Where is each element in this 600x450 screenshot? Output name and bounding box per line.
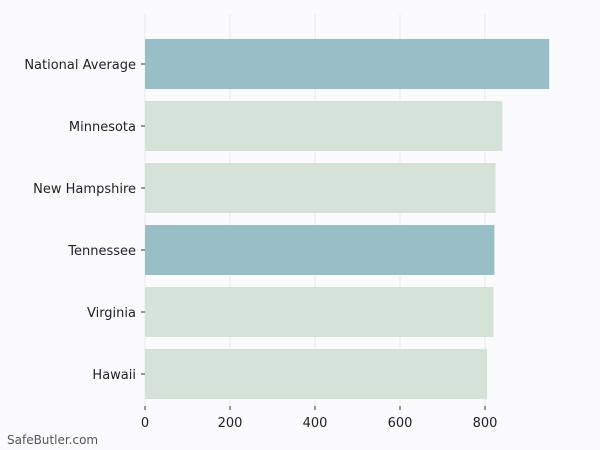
- x-tick-label-4: 800: [473, 416, 498, 431]
- bar-4: [145, 287, 494, 337]
- category-label-5: Hawaii: [92, 368, 136, 383]
- x-tick-label-1: 200: [218, 416, 243, 431]
- bar-2: [145, 163, 496, 213]
- category-label-2: New Hampshire: [33, 182, 136, 197]
- bars: [145, 39, 550, 399]
- bar-0: [145, 39, 550, 89]
- bar-1: [145, 101, 503, 151]
- watermark-text: SafeButler.com: [7, 433, 99, 447]
- x-tick-label-0: 0: [141, 416, 149, 431]
- bar-3: [145, 225, 495, 275]
- x-axis: 0 200 400 600 800: [141, 406, 498, 431]
- category-label-3: Tennessee: [67, 244, 136, 259]
- y-axis: National Average Minnesota New Hampshire Te…: [24, 58, 145, 383]
- category-label-0: National Average: [24, 58, 136, 73]
- x-tick-label-2: 400: [303, 416, 328, 431]
- category-label-1: Minnesota: [69, 120, 136, 135]
- bar-5: [145, 349, 488, 399]
- x-tick-label-3: 600: [388, 416, 413, 431]
- category-label-4: Virginia: [87, 306, 136, 321]
